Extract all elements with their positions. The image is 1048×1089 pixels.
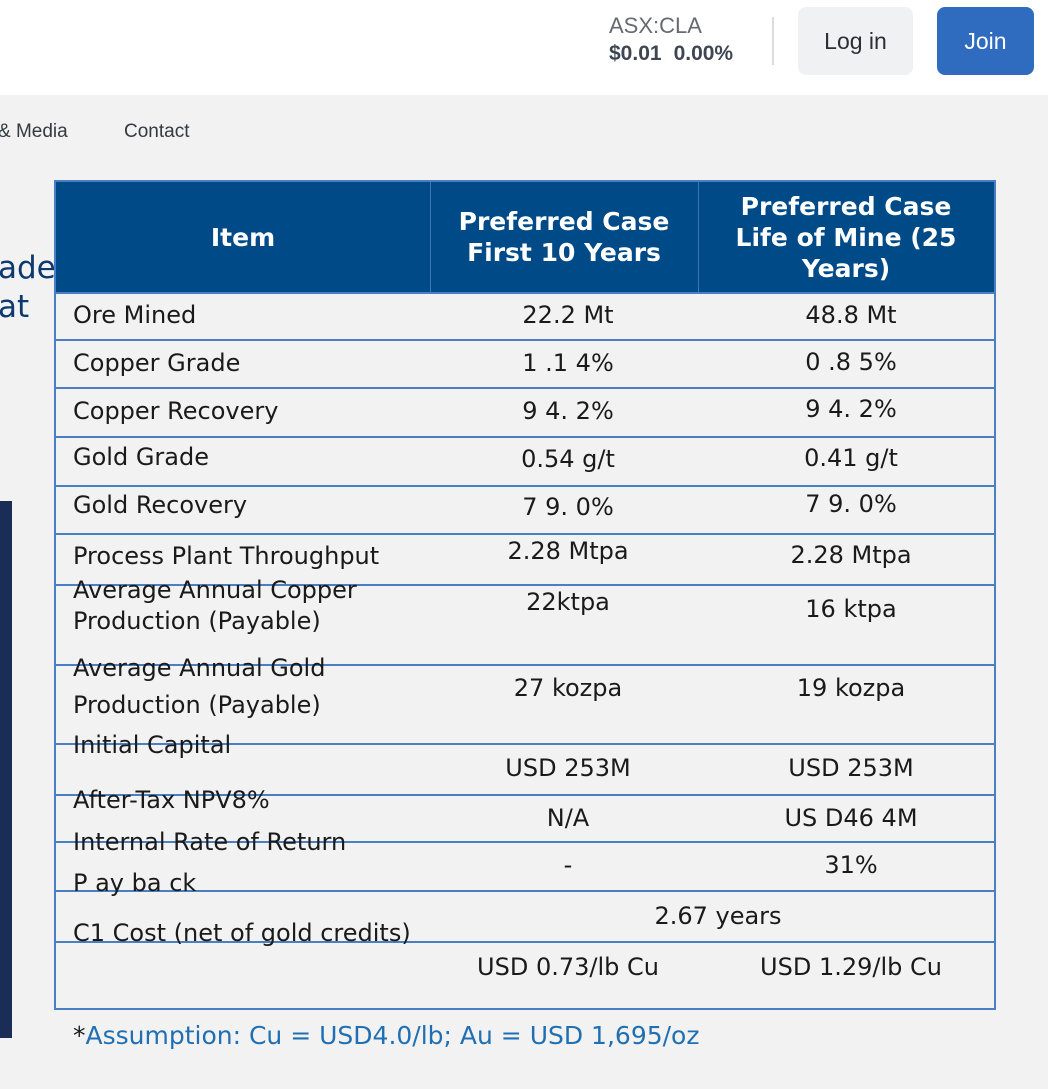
row-divider	[56, 436, 994, 438]
row-divider	[56, 292, 994, 294]
ticker-symbol: ASX:CLA	[609, 13, 702, 38]
nav-item-contact[interactable]: Contact	[124, 121, 190, 142]
row-lom-value: US D46 4M	[784, 804, 918, 832]
row-lom-value: 0.41 g/t	[804, 444, 898, 472]
row-divider	[56, 664, 994, 666]
row-divider	[56, 485, 994, 487]
header-divider	[772, 17, 774, 65]
row-item-line-2: Production (Payable)	[73, 691, 321, 719]
assumption-footnote: *Assumption: Cu = USD4.0/lb; Au = USD 1,…	[73, 1021, 699, 1050]
row-item: After-Tax NPV8%	[73, 786, 270, 814]
footnote-star: *	[73, 1021, 86, 1050]
header-separator	[698, 182, 699, 292]
row-item-line-1: Average Annual Copper	[73, 576, 357, 604]
nav-item-media[interactable]: & Media	[0, 121, 68, 142]
row-first10-value: USD 0.73/lb Cu	[477, 953, 659, 981]
row-lom-value: USD 1.29/lb Cu	[760, 953, 942, 981]
row-first10-value: 22ktpa	[526, 588, 610, 616]
row-item-line-1: Average Annual Gold	[73, 654, 326, 682]
row-lom-value: 0 .8 5%	[805, 348, 897, 376]
row-item: Ore Mined	[73, 301, 197, 329]
row-first10-value: 1 .1 4%	[522, 349, 614, 377]
row-lom-value: 7 9. 0%	[805, 490, 897, 518]
login-button[interactable]: Log in	[798, 7, 913, 75]
row-first10-value: N/A	[546, 804, 590, 832]
footnote-text: Assumption: Cu = USD4.0/lb; Au = USD 1,6…	[85, 1021, 700, 1050]
join-button[interactable]: Join	[937, 7, 1034, 75]
header-life-of-mine: Preferred Case Life of Mine (25 Years)	[735, 191, 957, 283]
row-first10-value: 2.28 Mtpa	[507, 537, 629, 565]
row-divider	[56, 339, 994, 341]
row-item: Copper Recovery	[73, 397, 279, 425]
row-lom-value: 9 4. 2%	[805, 395, 897, 423]
row-first10-value: 27 kozpa	[513, 674, 623, 702]
row-item: Copper Grade	[73, 349, 241, 377]
row-lom-value: 19 kozpa	[796, 674, 906, 702]
cropped-heading-line-1: ade	[0, 250, 56, 286]
top-header: ASX:CLA $0.01 0.00% Log in Join	[0, 0, 1048, 95]
row-divider	[56, 841, 994, 843]
row-item: P ay ba ck	[73, 869, 197, 897]
row-lom-value: 16 ktpa	[805, 595, 897, 623]
row-first10-value: 22.2 Mt	[522, 301, 614, 329]
header-first-10-years: Preferred Case First 10 Years	[458, 207, 670, 267]
project-metrics-table: Item Preferred Case First 10 Years Prefe…	[54, 180, 996, 1010]
row-first10-value: USD 253M	[505, 754, 631, 782]
header-separator	[430, 182, 431, 292]
row-merged-value: 2.67 years	[654, 902, 782, 930]
row-item: Internal Rate of Return	[73, 828, 347, 856]
row-lom-value: 48.8 Mt	[805, 301, 897, 329]
row-item: Initial Capital	[73, 731, 232, 759]
ticker-price: $0.01	[609, 42, 662, 65]
row-item: C1 Cost (net of gold credits)	[73, 919, 411, 947]
ticker-change: 0.00%	[673, 42, 734, 65]
header-item: Item	[210, 222, 276, 252]
row-item: Gold Grade	[73, 443, 209, 471]
row-divider	[56, 890, 994, 892]
cropped-heading-line-2: at	[0, 289, 30, 325]
table-header: Item Preferred Case First 10 Years Prefe…	[56, 182, 994, 292]
stock-ticker: ASX:CLA $0.01 0.00%	[609, 12, 733, 68]
row-item: Process Plant Throughput	[73, 542, 380, 570]
row-divider	[56, 387, 994, 389]
row-first10-value: -	[563, 851, 573, 879]
ticker-quote: $0.01 0.00%	[609, 42, 733, 65]
row-divider	[56, 743, 994, 745]
row-lom-value: USD 253M	[788, 754, 914, 782]
row-item: Gold Recovery	[73, 491, 248, 519]
row-divider	[56, 584, 994, 586]
row-lom-value: 2.28 Mtpa	[790, 541, 912, 569]
row-lom-value: 31%	[824, 851, 878, 879]
main-nav: & Media Contact	[0, 95, 1048, 167]
row-first10-value: 7 9. 0%	[522, 493, 614, 521]
row-first10-value: 0.54 g/t	[521, 445, 615, 473]
row-divider	[56, 941, 994, 943]
row-first10-value: 9 4. 2%	[522, 397, 614, 425]
cropped-image	[0, 501, 12, 1038]
row-divider	[56, 794, 994, 796]
row-divider	[56, 533, 994, 535]
row-item-line-2: Production (Payable)	[73, 607, 321, 635]
